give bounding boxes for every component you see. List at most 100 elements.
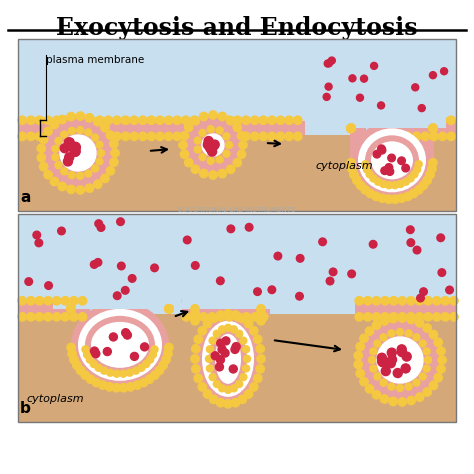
Circle shape: [50, 177, 59, 186]
Circle shape: [27, 132, 35, 141]
Circle shape: [44, 297, 52, 305]
Circle shape: [85, 129, 92, 136]
Circle shape: [217, 356, 224, 364]
Circle shape: [216, 363, 223, 371]
Circle shape: [387, 116, 395, 125]
Circle shape: [94, 258, 102, 266]
Circle shape: [68, 349, 76, 358]
Circle shape: [191, 117, 200, 125]
Circle shape: [373, 150, 381, 158]
Circle shape: [398, 157, 405, 164]
Circle shape: [423, 176, 431, 184]
Bar: [18, 302, 90, 316]
Circle shape: [414, 166, 420, 173]
Circle shape: [388, 154, 395, 162]
Text: b: b: [20, 401, 31, 416]
Circle shape: [35, 313, 44, 321]
Circle shape: [61, 132, 70, 141]
Circle shape: [236, 330, 243, 337]
Circle shape: [101, 174, 109, 182]
Circle shape: [389, 314, 397, 323]
Circle shape: [217, 277, 224, 284]
Circle shape: [191, 165, 200, 173]
Circle shape: [240, 374, 247, 381]
Circle shape: [227, 225, 235, 233]
Circle shape: [206, 356, 212, 362]
Circle shape: [250, 116, 259, 125]
Circle shape: [203, 140, 212, 149]
Circle shape: [276, 132, 285, 141]
Circle shape: [364, 313, 372, 321]
Circle shape: [180, 131, 189, 140]
Circle shape: [415, 313, 424, 321]
Circle shape: [128, 274, 136, 282]
Circle shape: [219, 326, 226, 333]
Circle shape: [366, 171, 373, 178]
Text: plasma membrane: plasma membrane: [46, 55, 144, 65]
Circle shape: [209, 141, 218, 150]
Circle shape: [70, 116, 78, 125]
Bar: [18, 135, 456, 211]
Circle shape: [429, 381, 438, 390]
Circle shape: [207, 365, 213, 372]
Circle shape: [381, 366, 390, 375]
Circle shape: [209, 111, 217, 119]
Circle shape: [423, 348, 430, 355]
Circle shape: [242, 116, 250, 125]
Circle shape: [210, 395, 218, 403]
Circle shape: [149, 351, 156, 358]
Circle shape: [109, 158, 118, 166]
Circle shape: [323, 93, 330, 100]
Circle shape: [65, 138, 74, 147]
Circle shape: [429, 124, 437, 133]
Circle shape: [33, 231, 41, 239]
Circle shape: [380, 317, 389, 325]
Circle shape: [293, 116, 302, 125]
Circle shape: [450, 313, 458, 321]
Circle shape: [133, 381, 141, 389]
Circle shape: [438, 269, 446, 276]
Circle shape: [122, 328, 130, 337]
Circle shape: [199, 154, 206, 161]
Circle shape: [370, 365, 377, 372]
Circle shape: [151, 346, 158, 353]
Circle shape: [55, 137, 62, 145]
Circle shape: [413, 334, 420, 341]
Circle shape: [87, 132, 95, 141]
Circle shape: [397, 347, 406, 356]
Circle shape: [207, 157, 214, 164]
Circle shape: [395, 132, 404, 141]
Circle shape: [233, 116, 242, 125]
Circle shape: [245, 390, 253, 398]
Circle shape: [250, 327, 258, 335]
Circle shape: [385, 182, 392, 189]
Bar: [355, 302, 456, 316]
Circle shape: [387, 132, 395, 141]
Circle shape: [156, 132, 164, 141]
Circle shape: [415, 186, 423, 194]
Circle shape: [381, 313, 389, 321]
Circle shape: [328, 57, 335, 64]
Circle shape: [268, 116, 276, 125]
Circle shape: [95, 364, 102, 371]
Circle shape: [233, 158, 241, 167]
Circle shape: [165, 305, 173, 313]
Circle shape: [44, 171, 52, 179]
Circle shape: [257, 313, 265, 321]
Circle shape: [77, 127, 83, 134]
Circle shape: [209, 171, 217, 179]
Circle shape: [402, 352, 411, 361]
Circle shape: [199, 116, 207, 125]
Circle shape: [130, 116, 138, 125]
Circle shape: [364, 166, 370, 173]
Circle shape: [113, 132, 121, 141]
Circle shape: [364, 297, 372, 305]
Circle shape: [418, 105, 425, 111]
Circle shape: [421, 116, 429, 125]
Circle shape: [239, 141, 247, 149]
Circle shape: [413, 246, 421, 254]
Circle shape: [378, 145, 385, 153]
Circle shape: [388, 330, 395, 337]
Circle shape: [372, 391, 381, 399]
Circle shape: [91, 134, 99, 141]
